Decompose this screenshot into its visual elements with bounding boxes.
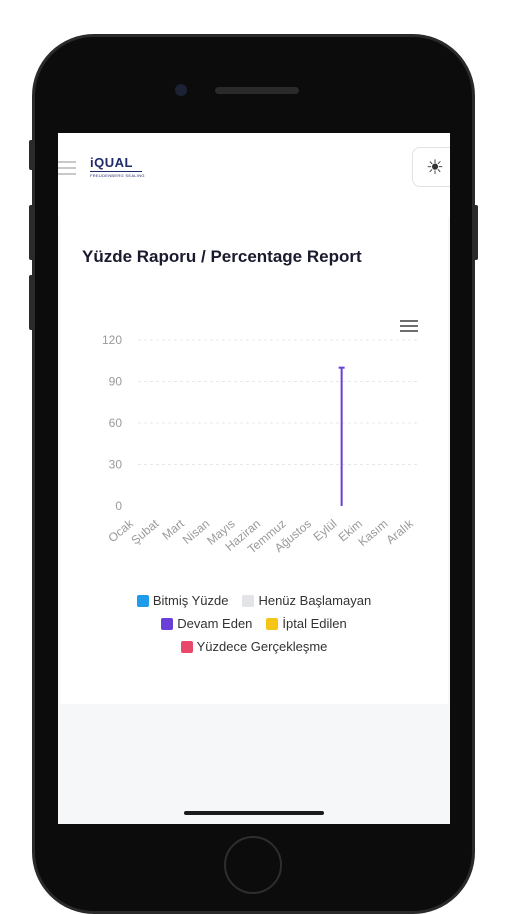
x-tick-label: Aralık xyxy=(383,516,416,547)
report-card: Yüzde Raporu / Percentage Report 0 30 60 90… xyxy=(60,217,448,704)
legend-swatch xyxy=(180,640,193,653)
legend-row: Devam Eden İptal Edilen xyxy=(60,616,448,631)
y-tick-label: 30 xyxy=(109,458,123,472)
legend-swatch xyxy=(266,617,279,630)
app-screen: iQUAL FREUDENBERG SEALING ☀ Yüzde Raporu… xyxy=(58,133,450,824)
legend-swatch xyxy=(242,594,255,607)
legend-item[interactable]: Henüz Başlamayan xyxy=(242,593,371,608)
logo-text: iQUAL xyxy=(90,155,133,170)
chart-legend: Bitmiş Yüzde Henüz Başlamayan Devam Eden İp… xyxy=(60,593,448,662)
earpiece-speaker xyxy=(215,87,299,94)
percentage-chart: 0306090120OcakŞubatMartNisanMayısHaziran… xyxy=(102,333,418,556)
y-tick-label: 0 xyxy=(115,499,122,513)
theme-toggle-button[interactable]: ☀ xyxy=(412,147,450,187)
mute-switch xyxy=(29,140,34,170)
x-tick-label: Şubat xyxy=(128,516,162,547)
y-tick-label: 90 xyxy=(109,375,123,389)
y-tick-label: 60 xyxy=(109,416,123,430)
legend-label: Bitmiş Yüzde xyxy=(152,593,229,608)
sun-icon: ☀ xyxy=(426,156,444,179)
legend-label: İptal Edilen xyxy=(282,616,347,631)
legend-item[interactable]: Devam Eden xyxy=(161,616,252,631)
front-camera xyxy=(175,84,187,96)
power-button xyxy=(473,205,478,260)
top-bar: iQUAL FREUDENBERG SEALING ☀ xyxy=(58,133,450,217)
report-title: Yüzde Raporu / Percentage Report xyxy=(82,247,362,266)
menu-icon[interactable] xyxy=(400,320,418,332)
legend-label: Yüzdece Gerçekleşme xyxy=(196,639,328,654)
legend-item[interactable]: Bitmiş Yüzde xyxy=(136,593,229,608)
volume-up-button xyxy=(29,205,34,260)
legend-row: Yüzdece Gerçekleşme xyxy=(60,639,448,654)
hamburger-icon[interactable] xyxy=(58,161,76,179)
legend-row: Bitmiş Yüzde Henüz Başlamayan xyxy=(60,593,448,608)
app-logo: iQUAL FREUDENBERG SEALING xyxy=(90,155,145,178)
x-tick-label: Eylül xyxy=(311,516,340,543)
logo-divider xyxy=(90,171,142,172)
home-indicator xyxy=(184,811,324,815)
legend-label: Devam Eden xyxy=(177,616,253,631)
legend-label: Henüz Başlamayan xyxy=(258,593,372,608)
logo-subtext: FREUDENBERG SEALING xyxy=(90,173,145,178)
legend-item[interactable]: İptal Edilen xyxy=(266,616,347,631)
volume-down-button xyxy=(29,275,34,330)
y-tick-label: 120 xyxy=(102,333,122,347)
legend-swatch xyxy=(136,594,149,607)
legend-item[interactable]: Yüzdece Gerçekleşme xyxy=(180,639,328,654)
home-button[interactable] xyxy=(224,836,282,894)
legend-swatch xyxy=(161,617,174,630)
main-content: Yüzde Raporu / Percentage Report 0 30 60 90… xyxy=(58,217,450,704)
x-tick-label: Kasım xyxy=(355,516,390,549)
bottom-area xyxy=(58,704,450,824)
